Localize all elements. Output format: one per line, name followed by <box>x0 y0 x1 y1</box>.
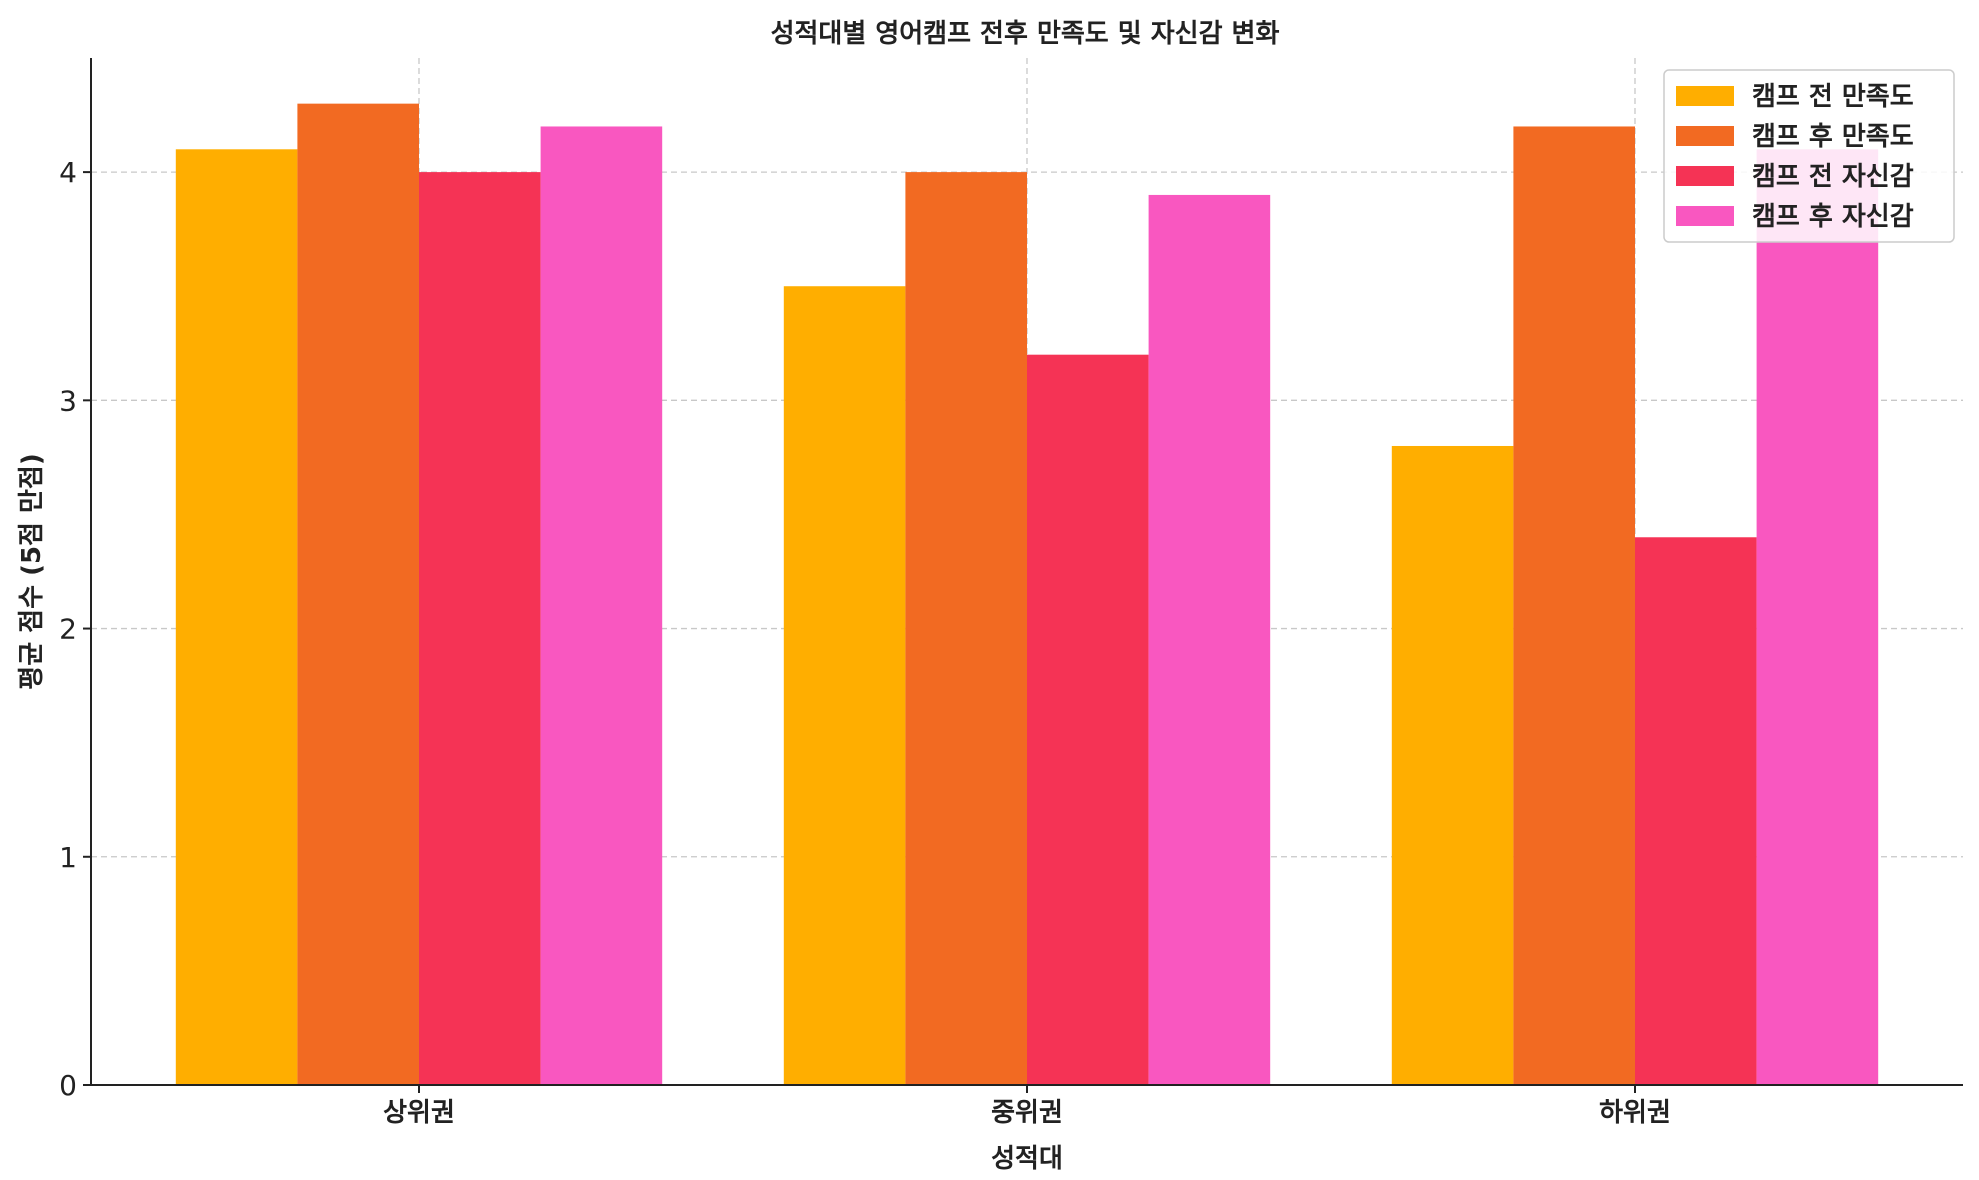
bar <box>905 172 1027 1086</box>
x-axis-label: 성적대 <box>991 1144 1063 1174</box>
y-tick-label: 4 <box>59 156 77 189</box>
legend-swatch <box>1676 86 1734 106</box>
bars <box>175 103 1879 1086</box>
bar <box>175 149 298 1086</box>
bar <box>419 172 541 1086</box>
legend-swatch <box>1676 126 1734 146</box>
bar <box>1756 149 1879 1086</box>
legend-label: 캠프 전 자신감 <box>1752 162 1914 192</box>
x-tick-label: 상위권 <box>383 1098 455 1128</box>
legend-label: 캠프 후 만족도 <box>1752 122 1914 152</box>
y-tick-labels: 0 1 2 3 4 <box>59 156 91 1102</box>
bar <box>1148 194 1271 1085</box>
chart-title: 성적대별 영어캠프 전후 만족도 및 자신감 변화 <box>771 19 1280 49</box>
bar <box>1027 354 1149 1085</box>
bar <box>783 286 906 1085</box>
bar <box>297 103 419 1085</box>
x-tick-label: 중위권 <box>991 1098 1063 1128</box>
y-axis-label: 평균 점수 (5점 만점) <box>17 453 47 689</box>
bar <box>1635 537 1757 1085</box>
y-tick-label: 2 <box>59 613 77 646</box>
bar <box>1391 445 1514 1085</box>
bar <box>1513 126 1635 1085</box>
legend-swatch <box>1676 166 1734 186</box>
y-tick-label: 3 <box>59 384 77 417</box>
legend-label: 캠프 전 만족도 <box>1752 82 1914 112</box>
y-tick-label: 1 <box>59 841 77 874</box>
x-tick-label: 하위권 <box>1599 1098 1671 1128</box>
bar <box>540 126 663 1085</box>
legend-swatch <box>1676 206 1734 226</box>
x-tick-labels: 상위권 중위권 하위권 <box>383 1085 1671 1128</box>
y-tick-label: 0 <box>59 1069 77 1102</box>
legend-box <box>1663 69 1955 243</box>
legend-label: 캠프 후 자신감 <box>1752 202 1914 232</box>
